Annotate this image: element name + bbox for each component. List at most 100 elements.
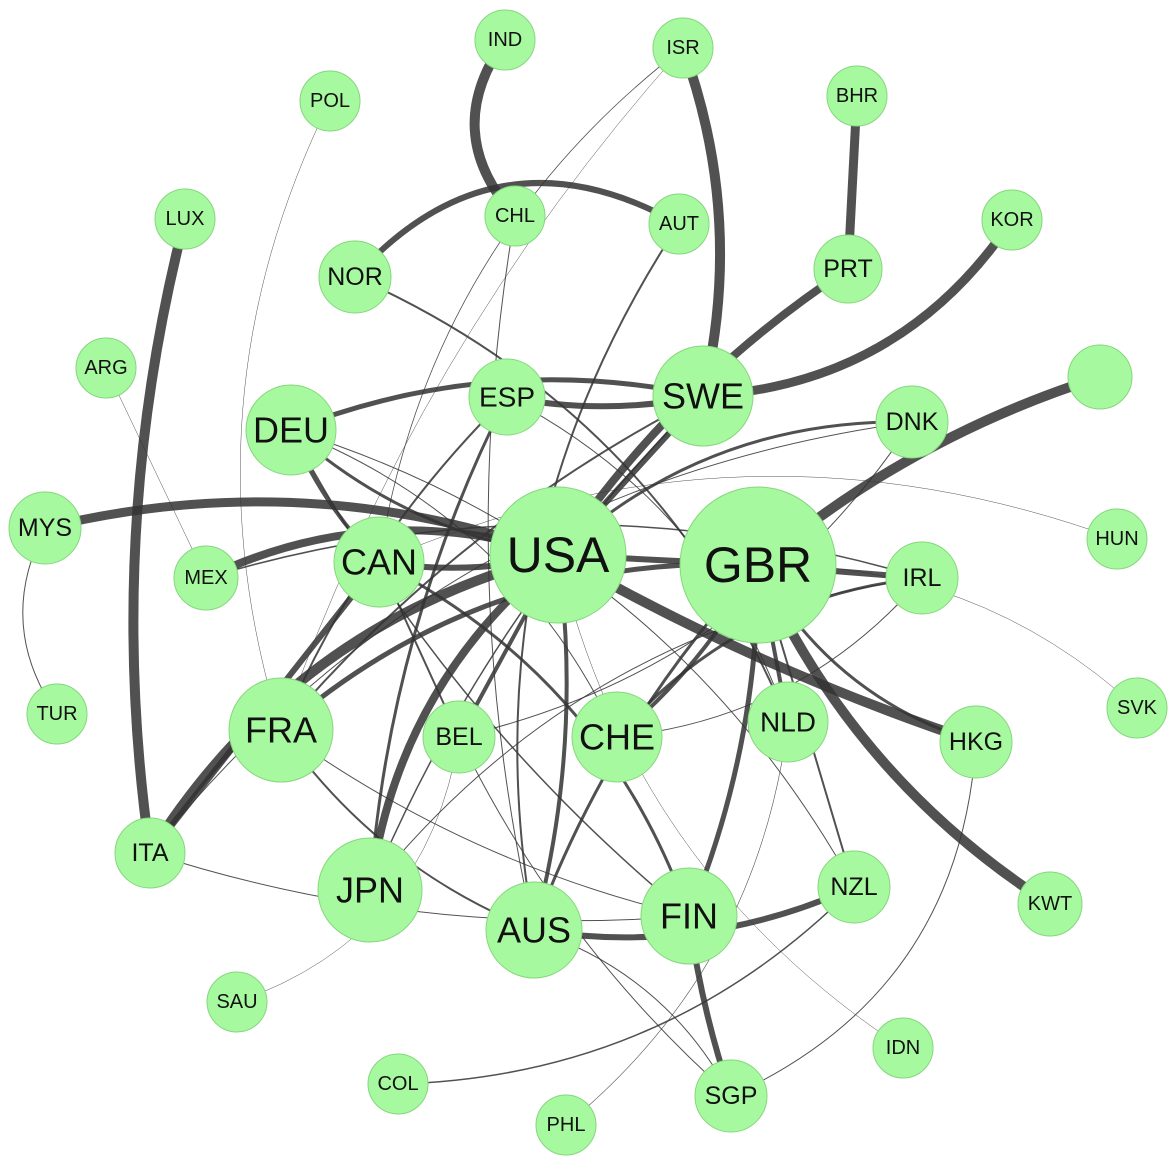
unlabeled-node [1067, 344, 1133, 410]
edge [397, 886, 855, 1085]
node-label: TUR [36, 703, 77, 725]
node-label: ARG [84, 357, 127, 379]
node [75, 337, 137, 399]
node-label: SGP [705, 1082, 758, 1110]
node [885, 541, 959, 615]
node-label: IND [488, 29, 522, 51]
node [333, 516, 425, 608]
node [422, 700, 496, 774]
node-label: AUS [497, 910, 571, 951]
node-label: BHR [836, 85, 878, 107]
node [652, 345, 754, 447]
edge [145, 550, 563, 858]
node-label: GBR [704, 537, 812, 593]
node [679, 486, 837, 644]
node [648, 193, 710, 255]
node [318, 240, 392, 314]
node [206, 971, 268, 1033]
node-label: CHL [495, 205, 535, 227]
node-label: HKG [949, 728, 1003, 756]
node-label: BEL [435, 723, 482, 751]
node-label: DNK [886, 408, 939, 436]
node-label: DEU [253, 410, 329, 451]
node [981, 189, 1043, 251]
edge [369, 395, 704, 891]
node [299, 70, 361, 132]
node [640, 867, 738, 965]
node-label: SAU [216, 991, 257, 1013]
edge [557, 554, 904, 1049]
node-label: ESP [479, 382, 535, 413]
node [114, 817, 186, 889]
edge [280, 47, 684, 731]
node [8, 491, 82, 565]
node [367, 1053, 429, 1115]
node [826, 65, 888, 127]
node-label: PRT [823, 255, 873, 283]
node [817, 850, 891, 924]
edge [280, 729, 690, 917]
edge [352, 179, 682, 280]
nodes: IND ISR POL BHR LUX CHL AUT KOR NOR PRT ARG ESP SWE D… [8, 9, 1168, 1156]
node [1086, 508, 1148, 570]
node-label: USA [507, 527, 610, 583]
node [485, 881, 583, 979]
node-label: NOR [327, 263, 383, 291]
node-label: HUN [1095, 528, 1138, 550]
edge [128, 214, 190, 858]
edge [290, 429, 855, 888]
node [474, 9, 536, 71]
node-label: NLD [760, 707, 816, 738]
node [468, 358, 546, 436]
node-label: COL [377, 1073, 418, 1095]
edge [487, 215, 535, 931]
edge [506, 396, 789, 723]
node-label: JPN [336, 870, 404, 911]
node [245, 384, 337, 476]
node [571, 691, 663, 783]
node [813, 234, 883, 304]
node-label: SVK [1117, 697, 1158, 719]
node-label: CAN [341, 542, 417, 583]
node-label: KOR [990, 209, 1033, 231]
node-label: IDN [886, 1037, 920, 1059]
edge [290, 429, 618, 738]
node [939, 705, 1013, 779]
node [228, 677, 334, 783]
node [173, 545, 239, 611]
node [484, 185, 546, 247]
node-label: NZL [830, 873, 877, 901]
node-label: POL [310, 90, 350, 112]
edge [378, 47, 684, 563]
node-label: CHE [579, 717, 655, 758]
node [154, 188, 216, 250]
node-label: ITA [131, 839, 168, 867]
node [1106, 677, 1168, 739]
edge [730, 741, 977, 1097]
node-label: SWE [662, 376, 744, 417]
edge [240, 100, 331, 731]
node [26, 683, 88, 745]
node [489, 486, 627, 624]
node-label: LUX [166, 208, 205, 230]
node [317, 837, 423, 943]
node [1017, 871, 1083, 937]
node-label: KWT [1028, 893, 1072, 915]
node [652, 17, 714, 79]
node [747, 681, 829, 763]
node-label: FIN [660, 896, 718, 937]
node-label: MYS [18, 514, 72, 542]
node [875, 385, 949, 459]
edge [105, 367, 207, 579]
edge [290, 429, 690, 917]
node-label: PHL [547, 1114, 586, 1136]
node-label: AUT [659, 213, 699, 235]
node [694, 1059, 768, 1133]
edge [698, 215, 1017, 401]
node-label: IRL [903, 564, 942, 592]
node-label: FRA [245, 710, 317, 751]
node-label: MEX [184, 567, 227, 589]
node [535, 1094, 597, 1156]
edge [377, 560, 691, 918]
